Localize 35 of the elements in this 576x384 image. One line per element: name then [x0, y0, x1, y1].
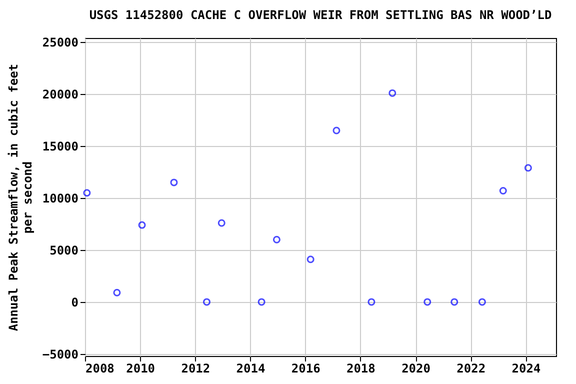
- x-tick-label: 2010: [126, 362, 156, 376]
- y-tick-label: 25000: [42, 36, 78, 50]
- point: [258, 298, 266, 306]
- chart-title: USGS 11452800 CACHE C OVERFLOW WEIR FROM SETTLING BAS NR WOOD’LD: [89, 8, 552, 22]
- y-tick-label: 10000: [42, 192, 78, 206]
- x-tick-label: 2024: [512, 362, 541, 376]
- point: [272, 236, 280, 244]
- point: [83, 189, 91, 197]
- point: [202, 298, 210, 306]
- point: [306, 256, 314, 264]
- y-tick-label: 5000: [50, 244, 78, 258]
- point: [450, 298, 458, 306]
- point: [368, 298, 376, 306]
- point: [499, 187, 507, 195]
- x-tick-label: 2020: [402, 362, 430, 376]
- point: [388, 89, 396, 97]
- point: [524, 164, 532, 172]
- point: [113, 288, 121, 296]
- x-tick-label: 2022: [456, 362, 486, 376]
- y-tick-label: −5000: [42, 347, 78, 362]
- point: [170, 178, 178, 186]
- point: [138, 221, 146, 229]
- y-tick-label: 20000: [42, 88, 78, 102]
- y-axis-title: Annual Peak Streamflow, in cubic feet per second: [6, 64, 34, 332]
- x-tick-label: 2016: [291, 362, 320, 376]
- point: [332, 126, 340, 134]
- point: [424, 298, 432, 306]
- y-tick-label: 15000: [42, 140, 78, 154]
- point: [478, 298, 486, 306]
- y-tick-label: 0: [71, 295, 78, 310]
- point: [218, 219, 226, 227]
- x-tick-label: 2012: [181, 362, 210, 376]
- x-tick-label: 2014: [236, 362, 266, 376]
- x-tick-label: 2008: [86, 362, 114, 376]
- x-tick-label: 2018: [346, 362, 376, 376]
